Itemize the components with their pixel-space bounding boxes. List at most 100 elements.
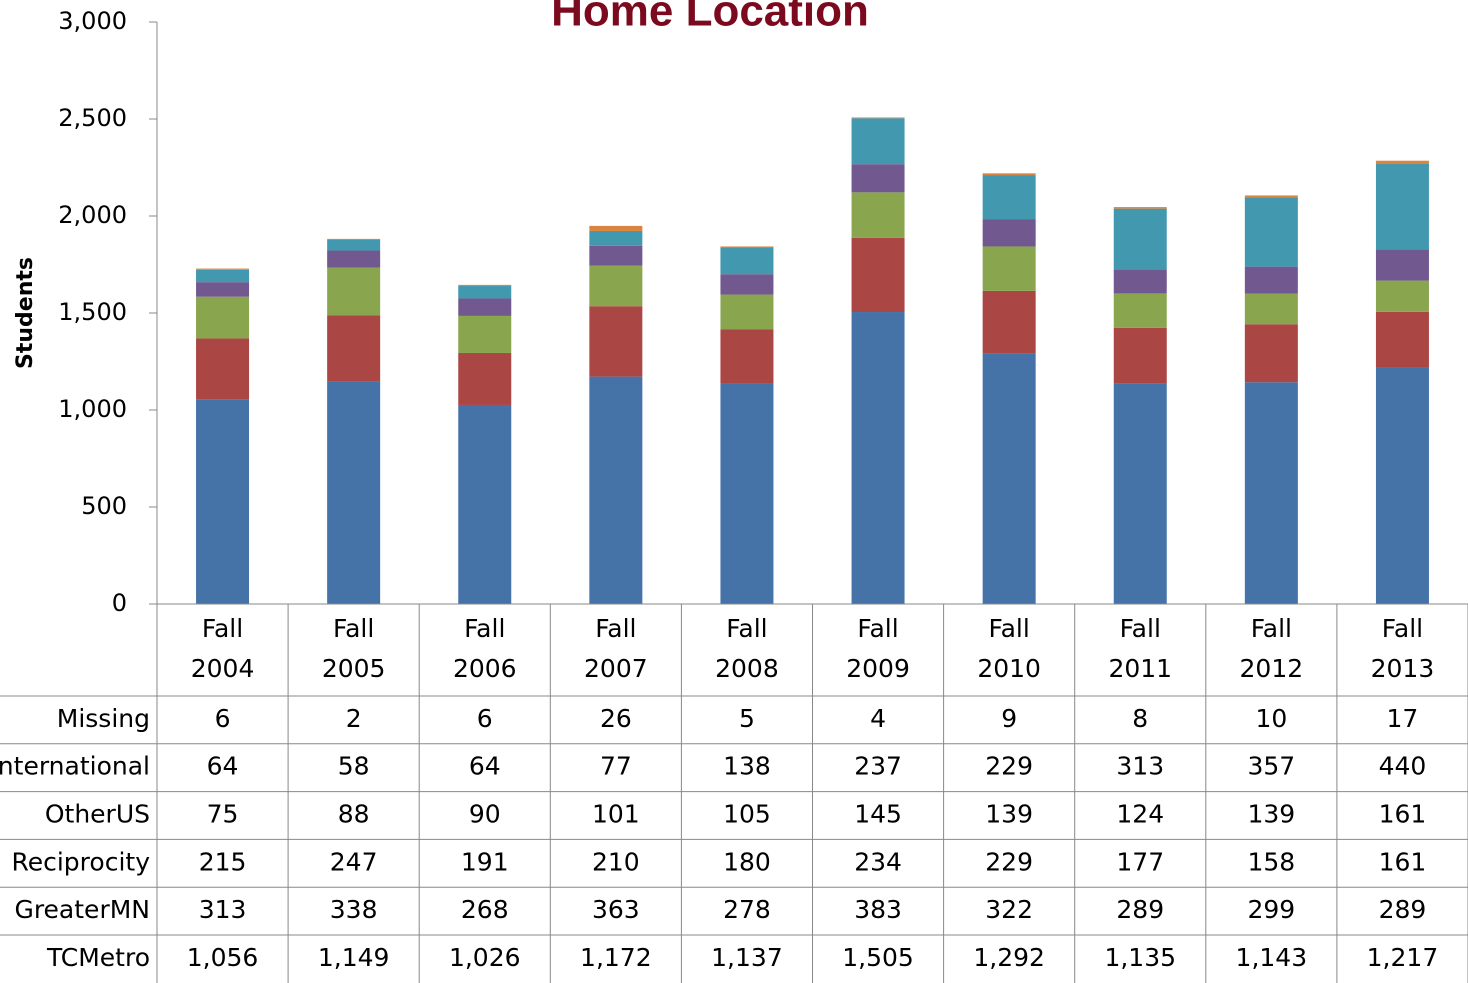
- x-tick-label: Fall 2007: [584, 614, 648, 683]
- table-cell: 9: [1001, 704, 1017, 733]
- bar-segment: [1113, 383, 1167, 604]
- bar-segment: [851, 118, 905, 165]
- bar-segment: [458, 298, 512, 316]
- bar-segment: [327, 267, 381, 316]
- bar-segment: [720, 383, 774, 604]
- table-cell: 6: [215, 704, 231, 733]
- bar-segment: [1244, 195, 1298, 198]
- bar-segment: [327, 381, 381, 604]
- bar-segment: [1375, 367, 1429, 604]
- x-tick-label: Fall 2010: [977, 614, 1041, 683]
- bar-segment: [1244, 293, 1298, 325]
- bar-segment: [327, 250, 381, 268]
- bar-segment: [458, 315, 512, 353]
- table-cell: 17: [1387, 704, 1419, 733]
- bar-segment: [982, 290, 1036, 354]
- bar-segment: [458, 404, 512, 604]
- bar-segment: [982, 353, 1036, 604]
- x-tick-label: Fall 2004: [191, 614, 255, 683]
- table-cell: 234: [854, 847, 902, 876]
- table-cell: 268: [461, 895, 509, 924]
- table-cell: 440: [1379, 752, 1427, 781]
- table-cell: 101: [592, 800, 640, 829]
- bar-segment: [196, 399, 250, 604]
- table-cell: 1,026: [449, 943, 521, 972]
- bar-segment: [196, 296, 250, 339]
- legend-label: International: [0, 752, 150, 781]
- table-cell: 90: [469, 800, 501, 829]
- bar-segment: [589, 265, 643, 307]
- table-cell: 1,135: [1104, 943, 1176, 972]
- bar-segment: [851, 192, 905, 238]
- chart-title: Home Location: [551, 0, 869, 36]
- table-cell: 1,505: [842, 943, 914, 972]
- table-cell: 158: [1247, 847, 1295, 876]
- table-cell: 322: [985, 895, 1033, 924]
- bar-segment: [1244, 382, 1298, 604]
- table-cell: 161: [1379, 800, 1427, 829]
- bar-segment: [327, 239, 381, 251]
- table-cell: 26: [600, 704, 632, 733]
- table-cell: 75: [207, 800, 239, 829]
- y-tick-label: 2,500: [58, 104, 127, 132]
- bar-segment: [458, 286, 512, 299]
- legend-label: GreaterMN: [14, 895, 150, 924]
- x-tick-label: Fall 2009: [846, 614, 910, 683]
- bar-segment: [589, 230, 643, 246]
- bar-segment: [1113, 269, 1167, 294]
- legend-label: Missing: [57, 704, 150, 733]
- bar-segment: [851, 164, 905, 193]
- table-cell: 229: [985, 847, 1033, 876]
- bar-segment: [982, 175, 1036, 220]
- table-cell: 105: [723, 800, 771, 829]
- table-cell: 1,143: [1236, 943, 1308, 972]
- bar-segment: [196, 338, 250, 400]
- x-tick-label: Fall 2005: [322, 614, 386, 683]
- x-tick-label: Fall 2013: [1371, 614, 1435, 683]
- bar-segment: [1113, 207, 1167, 209]
- table-cell: 383: [854, 895, 902, 924]
- table-cell: 363: [592, 895, 640, 924]
- legend-label: TCMetro: [46, 943, 150, 972]
- bar-segment: [1113, 293, 1167, 328]
- table-cell: 145: [854, 800, 902, 829]
- bar-segment: [196, 268, 250, 270]
- table-cell: 58: [338, 752, 370, 781]
- table-cell: 8: [1132, 704, 1148, 733]
- table-cell: 1,149: [318, 943, 390, 972]
- bar-segment: [851, 312, 905, 604]
- bar-segment: [851, 117, 905, 119]
- bar-segment: [1244, 324, 1298, 383]
- bar-segment: [1375, 160, 1429, 165]
- table-cell: 138: [723, 752, 771, 781]
- bar-segment: [1375, 164, 1429, 250]
- bar-segment: [458, 284, 512, 287]
- table-cell: 278: [723, 895, 771, 924]
- x-tick-label: Fall 2011: [1108, 614, 1172, 683]
- table-cell: 139: [985, 800, 1033, 829]
- table-cell: 180: [723, 847, 771, 876]
- table-cell: 338: [330, 895, 378, 924]
- table-cell: 357: [1247, 752, 1295, 781]
- bar-segment: [720, 246, 774, 248]
- table-cell: 237: [854, 752, 902, 781]
- table-cell: 1,137: [711, 943, 783, 972]
- bar-segment: [982, 219, 1036, 247]
- y-tick-label: 3,000: [58, 7, 127, 35]
- table-cell: 1,172: [580, 943, 652, 972]
- table-cell: 229: [985, 752, 1033, 781]
- table-cell: 191: [461, 847, 509, 876]
- table-cell: 299: [1247, 895, 1295, 924]
- table-cell: 161: [1379, 847, 1427, 876]
- legend-label: OtherUS: [45, 800, 150, 829]
- table-cell: 88: [338, 800, 370, 829]
- table-cell: 64: [207, 752, 239, 781]
- bar-segment: [196, 269, 250, 283]
- bar-segment: [720, 329, 774, 384]
- y-tick-label: 1,000: [58, 395, 127, 423]
- bar-segment: [1113, 208, 1167, 270]
- table-cell: 1,217: [1367, 943, 1439, 972]
- x-tick-label: Fall 2006: [453, 614, 517, 683]
- bar-segment: [1375, 280, 1429, 312]
- bar-segment: [589, 376, 643, 604]
